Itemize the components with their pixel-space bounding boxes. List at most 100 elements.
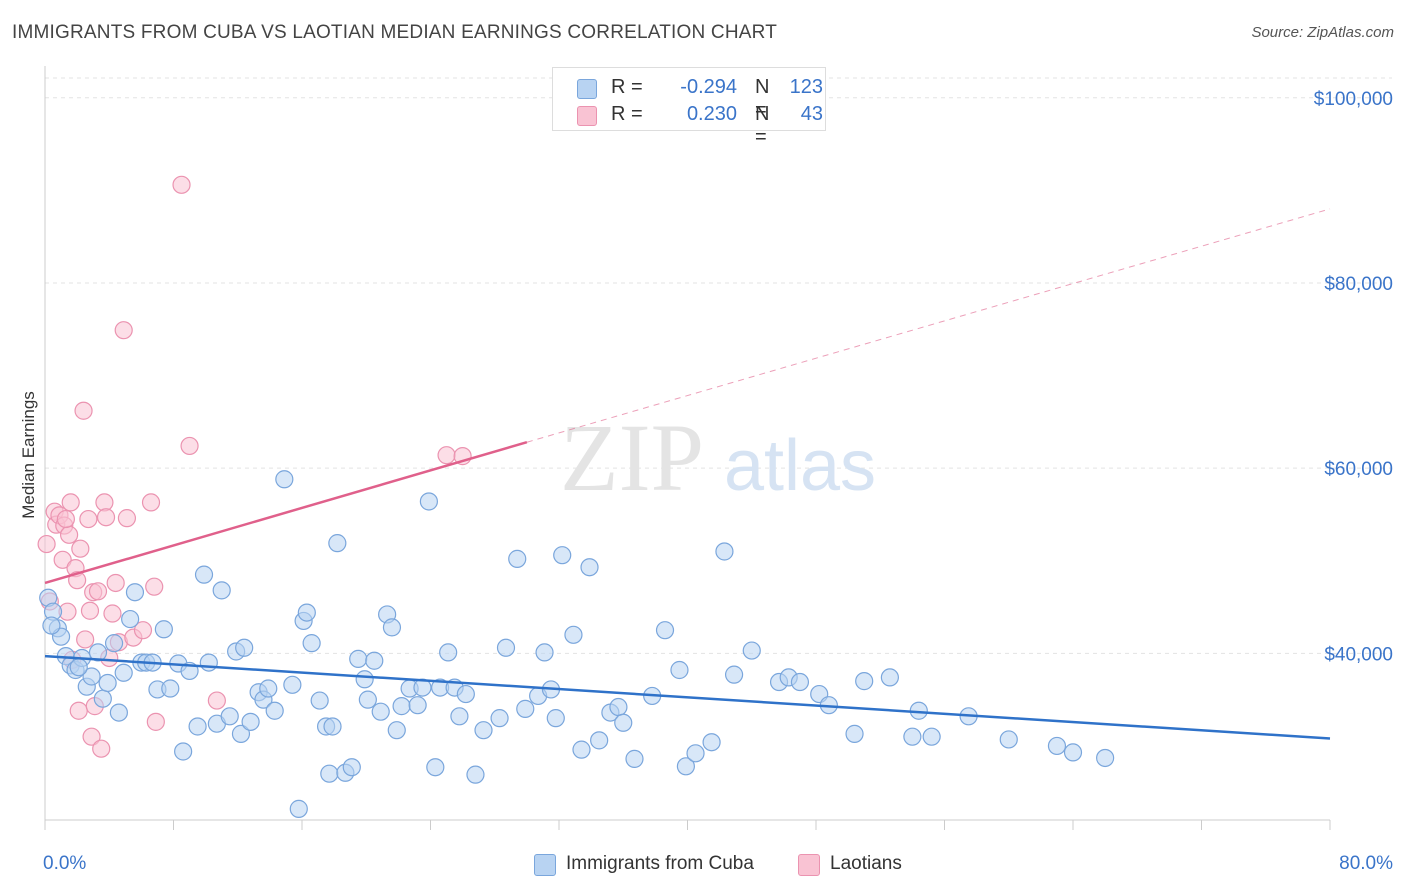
cuba-point bbox=[93, 689, 112, 708]
cuba-point bbox=[490, 709, 509, 728]
x-tick-labels: 0.0% 80.0% bbox=[43, 853, 1393, 874]
laotians-point bbox=[74, 401, 93, 420]
cuba-point bbox=[408, 696, 427, 715]
legend-r-label: R = bbox=[611, 76, 649, 98]
cuba-point bbox=[323, 717, 342, 736]
cuba-point bbox=[474, 721, 493, 740]
cuba-point bbox=[535, 643, 554, 662]
cuba-point bbox=[283, 675, 302, 694]
laotians-point bbox=[145, 577, 164, 596]
cuba-point bbox=[742, 641, 761, 660]
cuba-point bbox=[297, 603, 316, 622]
laotians-point bbox=[37, 534, 56, 554]
laotians-trend-line bbox=[44, 441, 528, 585]
laotians-point bbox=[146, 712, 165, 731]
cuba-point bbox=[212, 581, 231, 600]
cuba-point bbox=[614, 713, 633, 732]
cuba-point bbox=[98, 673, 117, 693]
cuba-point bbox=[496, 638, 516, 657]
laotians-points bbox=[37, 175, 472, 758]
cuba-point bbox=[235, 638, 254, 657]
laotians-point bbox=[56, 509, 75, 529]
cuba-point bbox=[69, 658, 88, 677]
cuba-point bbox=[104, 634, 124, 653]
cuba-point bbox=[580, 558, 599, 577]
cuba-point bbox=[880, 668, 899, 687]
legend-n-label: N = bbox=[755, 76, 770, 121]
laotians-point bbox=[79, 509, 98, 529]
grid-lines bbox=[45, 77, 1392, 654]
laotians-trend-extension bbox=[526, 208, 1331, 443]
cuba-point bbox=[220, 707, 239, 726]
cuba-point bbox=[121, 609, 140, 629]
correlation-legend: R = -0.294 N = 123 R = 0.230 N = 43 bbox=[552, 67, 826, 148]
cuba-point bbox=[231, 724, 251, 743]
y-tick-label: $100,000 bbox=[1314, 89, 1393, 110]
cuba-point bbox=[670, 660, 689, 680]
laotians-swatch bbox=[798, 854, 820, 876]
cuba-point bbox=[382, 618, 402, 637]
cuba-point bbox=[553, 546, 572, 565]
y-tick-labels: $40,000 $60,000 $80,000 $100,000 bbox=[1314, 89, 1393, 666]
cuba-point bbox=[855, 672, 874, 691]
cuba-point bbox=[625, 749, 644, 768]
laotians-point bbox=[82, 727, 101, 746]
cuba-swatch bbox=[577, 79, 597, 99]
cuba-point bbox=[302, 634, 321, 653]
cuba-point bbox=[349, 649, 368, 668]
cuba-point bbox=[194, 565, 214, 584]
laotians-point bbox=[103, 604, 122, 623]
cuba-point bbox=[419, 492, 438, 511]
cuba-point bbox=[922, 727, 941, 746]
cuba-point bbox=[199, 653, 218, 672]
cuba-point bbox=[456, 684, 475, 704]
laotians-point bbox=[172, 175, 191, 194]
watermark-zip: ZIP bbox=[560, 404, 704, 511]
x-tick-label: 0.0% bbox=[43, 853, 86, 874]
legend-r-value-cuba: -0.294 bbox=[680, 76, 737, 98]
cuba-point bbox=[161, 679, 180, 698]
cuba-point bbox=[426, 758, 445, 777]
cuba-swatch bbox=[534, 854, 556, 876]
cuba-point bbox=[355, 670, 374, 689]
cuba-point bbox=[289, 799, 308, 818]
cuba-point bbox=[999, 730, 1018, 749]
cuba-points bbox=[39, 470, 1115, 818]
cuba-point bbox=[174, 742, 193, 761]
cuba-point bbox=[676, 757, 695, 776]
cuba-point bbox=[320, 764, 339, 783]
cuba-point bbox=[439, 643, 458, 662]
cuba-point bbox=[516, 699, 535, 718]
cuba-point bbox=[508, 549, 527, 568]
cuba-point bbox=[903, 727, 922, 746]
cuba-point bbox=[609, 697, 628, 717]
laotians-point bbox=[117, 509, 137, 528]
cuba-point bbox=[590, 731, 609, 750]
cuba-point bbox=[392, 697, 411, 716]
laotians-point bbox=[69, 701, 88, 720]
cuba-point bbox=[259, 679, 278, 698]
laotians-point bbox=[71, 539, 90, 558]
source-label: Source: ZipAtlas.com bbox=[1251, 24, 1394, 41]
cuba-point bbox=[82, 667, 101, 686]
cuba-point bbox=[546, 709, 565, 728]
cuba-point bbox=[310, 691, 329, 710]
x-tick-label: 80.0% bbox=[1339, 853, 1393, 874]
laotians-point bbox=[88, 582, 108, 601]
cuba-point bbox=[358, 690, 377, 709]
cuba-point bbox=[655, 621, 675, 640]
cuba-point bbox=[328, 534, 347, 553]
laotians-point bbox=[59, 525, 79, 544]
watermark-atlas: atlas bbox=[724, 426, 876, 506]
cuba-point bbox=[564, 625, 583, 644]
bottom-legend-laotians-label: Laotians bbox=[830, 853, 902, 874]
cuba-trend-line bbox=[44, 654, 1331, 740]
cuba-point bbox=[845, 724, 864, 743]
cuba-point bbox=[114, 663, 133, 682]
cuba-point bbox=[42, 616, 61, 635]
cuba-point bbox=[450, 707, 469, 726]
laotians-point bbox=[207, 691, 226, 710]
y-axis-label: Median Earnings bbox=[19, 391, 38, 519]
cuba-point bbox=[724, 665, 744, 684]
